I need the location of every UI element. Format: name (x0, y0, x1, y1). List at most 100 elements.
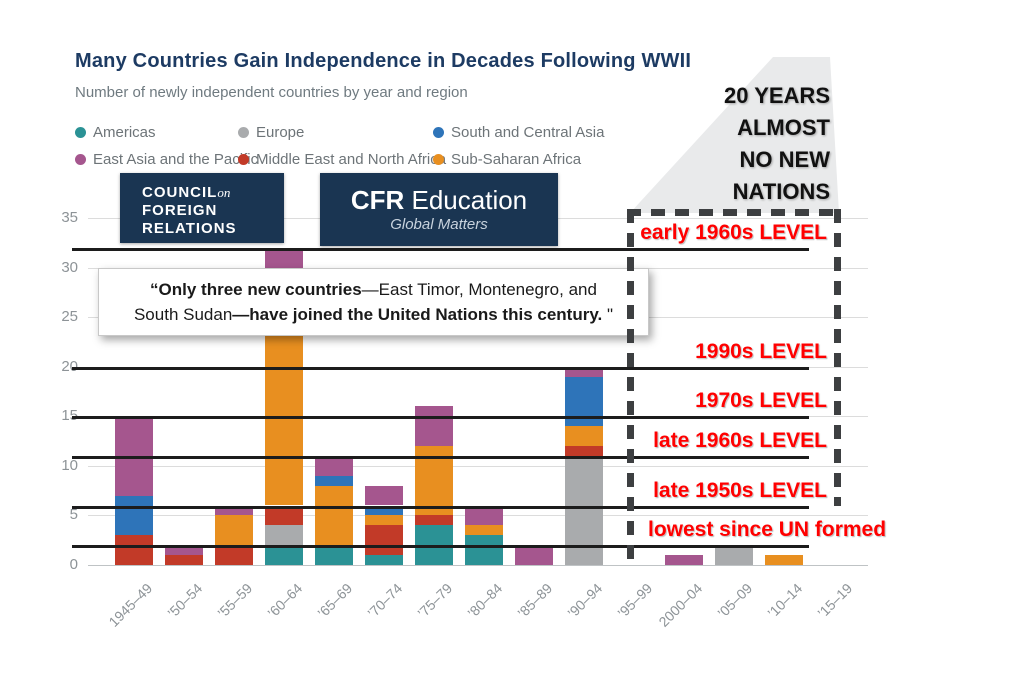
bar-segment-east-asia-and-the-pacific (665, 555, 703, 565)
y-axis-tick-label: 25 (61, 308, 78, 326)
bar-segment-europe (565, 455, 603, 565)
cfr-education-tagline: Global Matters (390, 216, 488, 233)
bar-segment-east-asia-and-the-pacific (215, 505, 253, 516)
bar-segment-east-asia-and-the-pacific (565, 366, 603, 377)
quote-segment: South Sudan (133, 305, 233, 324)
level-label: early 1960s LEVEL (640, 220, 827, 244)
cfr-logo-line1: COUNCILon (142, 184, 231, 201)
bar-segment-middle-east-and-north-africa (265, 505, 303, 526)
annotation-line: NO NEW (739, 147, 830, 172)
bar-segment-americas (265, 545, 303, 565)
legend-item: South and Central Asia (433, 123, 605, 141)
bar-segment-americas (465, 535, 503, 565)
quote-box: “Only three new countries—East Timor, Mo… (98, 268, 649, 336)
bar-segment-middle-east-and-north-africa (165, 555, 203, 565)
bar-segment-middle-east-and-north-africa (565, 446, 603, 456)
quote-line: South Sudan—have joined the United Natio… (109, 302, 638, 327)
bar-segment-americas (315, 545, 353, 565)
y-axis-tick-label: 35 (61, 209, 78, 226)
dashed-box-right-edge (834, 209, 841, 506)
bar-segment-sub-saharan-africa (565, 426, 603, 446)
legend-item-label: Middle East and North Africa (256, 150, 447, 168)
legend-item-label: Sub-Saharan Africa (451, 150, 582, 168)
bar-segment-east-asia-and-the-pacific (465, 505, 503, 526)
legend-item: Sub-Saharan Africa (433, 150, 582, 168)
bar-segment-europe (265, 525, 303, 546)
bar-segment-middle-east-and-north-africa (115, 535, 153, 565)
level-label: 1970s LEVEL (695, 389, 827, 413)
legend-dot (238, 126, 249, 138)
bar-segment-east-asia-and-the-pacific (315, 455, 353, 476)
cfr-logo-on: on (217, 185, 231, 200)
cfr-logo-line2: FOREIGN (142, 202, 218, 219)
legend-item: Americas (75, 123, 156, 141)
y-axis-tick-label: 20 (61, 357, 78, 375)
legend-item-label: Europe (256, 123, 305, 141)
cfr-education-wordmark: CFR Education (350, 185, 528, 215)
level-line-15 (72, 416, 809, 420)
legend-dot (75, 126, 86, 138)
bar-segment-east-asia-and-the-pacific (415, 406, 453, 447)
legend-item: Europe (238, 123, 305, 141)
annotation-line: NATIONS (732, 179, 830, 204)
bar-segment-sub-saharan-africa (365, 515, 403, 526)
chart-title: Many Countries Gain Independence in Deca… (75, 50, 692, 72)
dashed-box-top-edge (627, 209, 843, 216)
bar-segment-east-asia-and-the-pacific (365, 485, 403, 506)
gridline-0 (88, 565, 868, 566)
cfr-logo: COUNCILon FOREIGN RELATIONS (120, 173, 284, 243)
level-label: 1990s LEVEL (695, 339, 827, 363)
bar-segment-sub-saharan-africa (215, 515, 253, 546)
bar-segment-south-and-central-asia (365, 505, 403, 516)
level-label: late 1960s LEVEL (653, 428, 827, 452)
y-axis-tick-label: 15 (61, 407, 78, 425)
y-axis-tick-label: 0 (69, 556, 78, 573)
level-line-2 (72, 545, 809, 549)
cfr-logo-line3: RELATIONS (142, 220, 237, 237)
legend-item-label: South and Central Asia (451, 123, 605, 141)
quote-segment: " (602, 305, 614, 324)
bar-segment-east-asia-and-the-pacific (165, 545, 203, 556)
bar-segment-americas (365, 555, 403, 565)
bar-segment-sub-saharan-africa (315, 485, 353, 546)
annotation-20-years: 20 YEARS ALMOST NO NEW NATIONS (600, 80, 830, 208)
quote-line: “Only three new countries—East Timor, Mo… (109, 277, 638, 302)
legend-item-label: East Asia and the Pacific (93, 150, 259, 168)
cfr-education-logo: CFR Education Global Matters (320, 173, 558, 246)
legend-dot (433, 126, 444, 138)
legend-dot (433, 153, 444, 165)
legend-dot (238, 153, 249, 165)
quote-segment: —have joined the United Nations this cen… (232, 305, 603, 324)
legend-item-label: Americas (93, 123, 156, 141)
legend-item: Middle East and North Africa (238, 150, 447, 168)
quote-segment: “Only three new countries (150, 280, 362, 299)
bar-segment-sub-saharan-africa (765, 555, 803, 565)
legend-dot (75, 153, 86, 165)
y-axis-tick-label: 5 (69, 506, 78, 524)
quote-segment: —East Timor, Montenegro, and (361, 280, 597, 299)
annotation-line: 20 YEARS (724, 83, 830, 108)
level-line-6 (72, 505, 809, 509)
bar-segment-south-and-central-asia (115, 495, 153, 536)
bar-segment-east-asia-and-the-pacific (265, 247, 303, 268)
bar-segment-south-and-central-asia (315, 475, 353, 486)
level-line-32 (72, 247, 809, 251)
level-line-11 (72, 455, 809, 459)
bar-segment-europe (715, 545, 753, 565)
gridline-10 (88, 465, 868, 467)
bar-segment-sub-saharan-africa (465, 525, 503, 536)
level-label: lowest since UN formed (648, 518, 887, 542)
level-label: late 1950s LEVEL (653, 478, 827, 502)
chart-subtitle: Number of newly independent countries by… (75, 84, 468, 101)
annotation-line: ALMOST (737, 115, 830, 140)
bar-segment-east-asia-and-the-pacific (515, 545, 553, 565)
y-axis-tick-label: 10 (61, 456, 78, 474)
dashed-box-left-edge (627, 209, 634, 567)
bar-segment-americas (415, 525, 453, 565)
bar-segment-middle-east-and-north-africa (365, 525, 403, 555)
bar-segment-middle-east-and-north-africa (415, 515, 453, 526)
y-axis-tick-label: 30 (61, 258, 78, 276)
bar-segment-middle-east-and-north-africa (215, 545, 253, 565)
